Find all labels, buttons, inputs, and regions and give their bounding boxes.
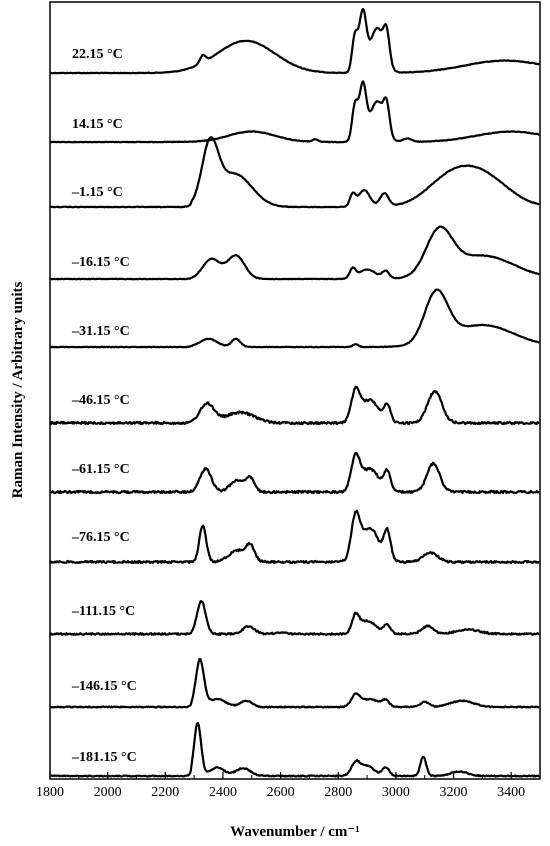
y-axis-label: Raman Intensity / Arbitrary units: [10, 282, 26, 499]
spectrum-line-3: [49, 225, 540, 281]
spectrum-line-8: [49, 600, 540, 636]
x-tick-label-3000: 3000: [382, 785, 410, 800]
x-tick-label-2000: 2000: [94, 785, 122, 800]
temperature-label-3: –16.15 °C: [71, 255, 130, 270]
spectrum-line-6: [49, 451, 540, 495]
x-axis-tick-labels: 1800 2000 2200 2400 2600 2800 3000 3200 3400: [36, 785, 525, 800]
spectrum-line-5: [49, 385, 540, 426]
temperature-labels: 22.15 °C 14.15 °C –1.15 °C –16.15 °C –31.15 …: [71, 47, 137, 765]
spectra-lines: [49, 7, 541, 778]
spectrum-line-10: [49, 722, 541, 778]
x-tick-label-2400: 2400: [209, 785, 237, 800]
temperature-label-7: –76.15 °C: [71, 530, 130, 545]
x-tick-label-2600: 2600: [267, 785, 295, 800]
spectrum-line-4: [49, 288, 540, 349]
spectrum-line-9: [49, 657, 540, 709]
temperature-label-8: –111.15 °C: [71, 604, 135, 619]
x-tick-label-2800: 2800: [324, 785, 352, 800]
x-tick-label-3400: 3400: [497, 785, 525, 800]
spectrum-line-2: [49, 136, 540, 209]
temperature-label-6: –61.15 °C: [71, 462, 130, 477]
temperature-label-4: –31.15 °C: [71, 324, 130, 339]
temperature-label-0: 22.15 °C: [72, 47, 123, 62]
spectrum-line-0: [49, 7, 540, 75]
spectrum-line-7: [49, 509, 540, 565]
x-tick-label-2200: 2200: [151, 785, 179, 800]
temperature-label-5: –46.15 °C: [71, 393, 130, 408]
temperature-label-1: 14.15 °C: [72, 117, 123, 132]
x-axis-label: Wavenumber / cm⁻¹: [230, 824, 360, 840]
spectrum-line-1: [49, 80, 540, 144]
temperature-label-9: –146.15 °C: [71, 679, 137, 694]
x-tick-label-3200: 3200: [440, 785, 468, 800]
temperature-label-10: –181.15 °C: [71, 750, 137, 765]
plot-frame: [49, 1, 541, 780]
temperature-label-2: –1.15 °C: [71, 185, 123, 200]
x-tick-label-1800: 1800: [36, 785, 64, 800]
